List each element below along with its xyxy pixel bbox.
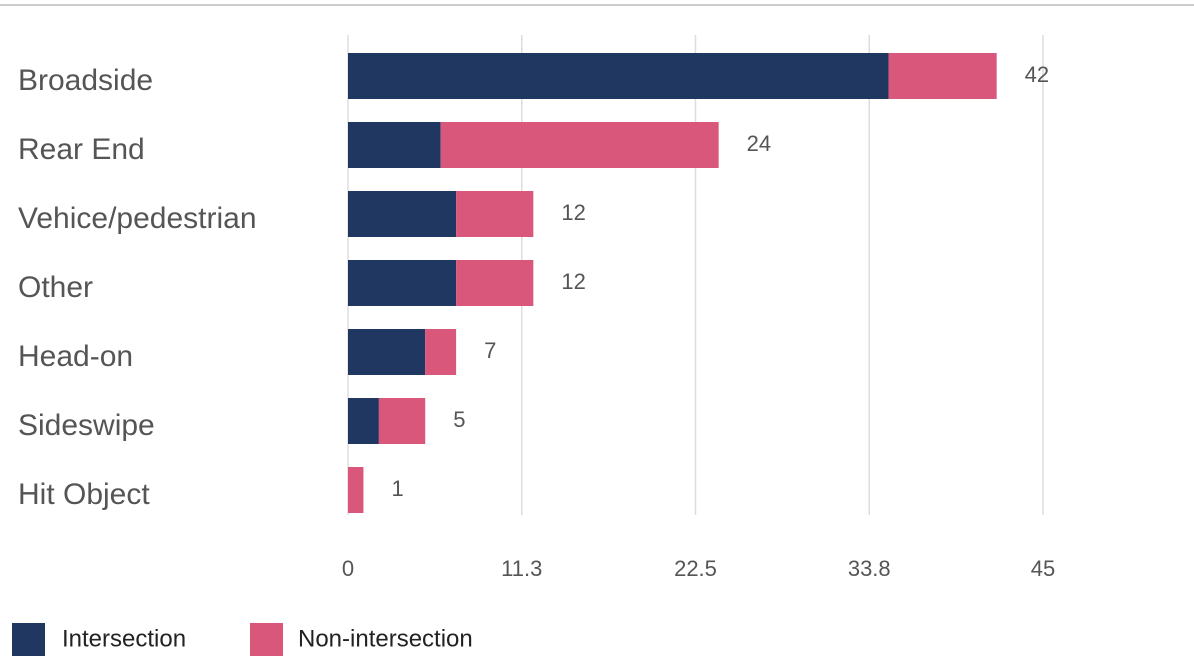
legend-label: Non-intersection (298, 625, 473, 652)
category-label: Other (18, 271, 93, 304)
bar-segment (425, 329, 457, 375)
bar-segment (348, 260, 457, 306)
x-tick-label: 22.5 (674, 556, 717, 581)
total-label: 12 (561, 269, 585, 294)
x-tick-label: 33.8 (848, 556, 891, 581)
legend-swatch (250, 623, 283, 656)
total-label: 12 (561, 200, 585, 225)
bar-segment (348, 191, 457, 237)
legend-swatch (12, 623, 45, 656)
bar-segment (348, 329, 426, 375)
category-label: Broadside (18, 64, 153, 97)
x-tick-label: 0 (342, 556, 354, 581)
total-label: 24 (747, 131, 771, 156)
total-label: 42 (1025, 62, 1049, 87)
bar-segment (440, 122, 719, 168)
bar-segment (348, 53, 889, 99)
category-label: Head-on (18, 340, 133, 373)
category-label: Hit Object (18, 478, 150, 511)
category-label: Rear End (18, 133, 145, 166)
x-tick-label: 11.3 (501, 556, 542, 581)
bar-segment (348, 122, 441, 168)
category-label: Sideswipe (18, 409, 155, 442)
category-label: Vehice/pedestrian (18, 202, 257, 235)
bar-segment (888, 53, 997, 99)
total-label: 1 (391, 476, 403, 501)
total-label: 7 (484, 338, 496, 363)
bar-segment (348, 467, 364, 513)
bar-segment (456, 191, 534, 237)
bar-segment (378, 398, 426, 444)
total-label: 5 (453, 407, 465, 432)
bar-segment (348, 398, 379, 444)
x-tick-label: 45 (1031, 556, 1055, 581)
legend-label: Intersection (62, 625, 186, 652)
bar-segment (456, 260, 534, 306)
